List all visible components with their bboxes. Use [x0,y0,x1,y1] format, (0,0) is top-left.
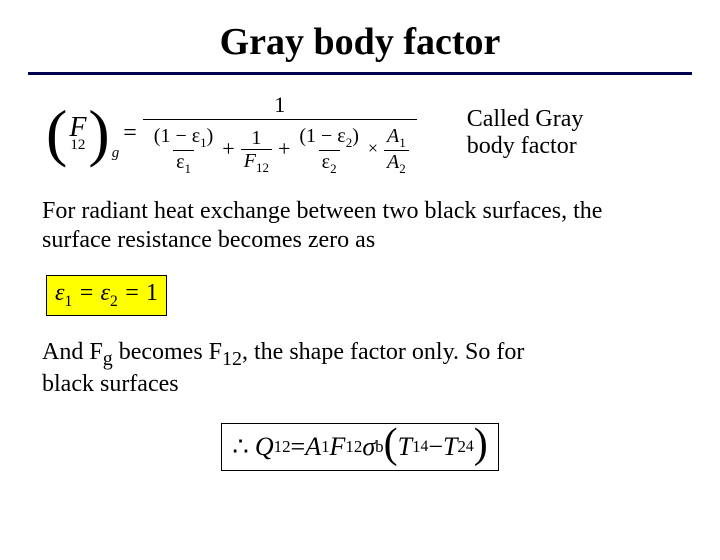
equation-callout: Called Gray body factor [467,106,584,161]
times-sign: × [364,139,382,159]
equation-1-row: ( F 12 ) g = 1 (1 − ε1) ε1 [0,93,720,173]
subscript-g: g [112,145,120,162]
left-paren: ( [46,111,67,156]
paragraph-2: And Fg becomes F12, the shape factor onl… [42,338,678,400]
term-1-fraction: (1 − ε1) ε1 [151,126,217,175]
numerator-one: 1 [270,93,289,119]
left-big-paren: ( [384,428,398,462]
title-underline [28,72,692,75]
area-ratio: A1 A2 [384,126,409,175]
equals-sign: = [117,120,143,147]
right-paren: ) [88,111,109,156]
black-surface-Q-equation: ∴ Q12 = A1 F12 σb ( T14 − T24 ) [221,423,498,471]
emissivity-equal-one: ε1 = ε2 = 1 [46,275,167,316]
one-over-F12: 1 F12 [241,128,272,174]
gray-body-factor-equation: ( F 12 ) g = 1 (1 − ε1) ε1 [46,93,417,173]
paragraph-1: For radiant heat exchange between two bl… [42,197,678,255]
denominator: (1 − ε1) ε1 + 1 F12 + [143,119,417,173]
right-big-paren: ) [474,428,488,462]
therefore-symbol: ∴ [232,432,255,462]
term-2-fraction: (1 − ε2) ε2 [296,126,362,175]
F12-symbol: F 12 [67,114,88,153]
slide-title: Gray body factor [0,20,720,64]
main-fraction: 1 (1 − ε1) ε1 + 1 F12 [143,93,417,173]
